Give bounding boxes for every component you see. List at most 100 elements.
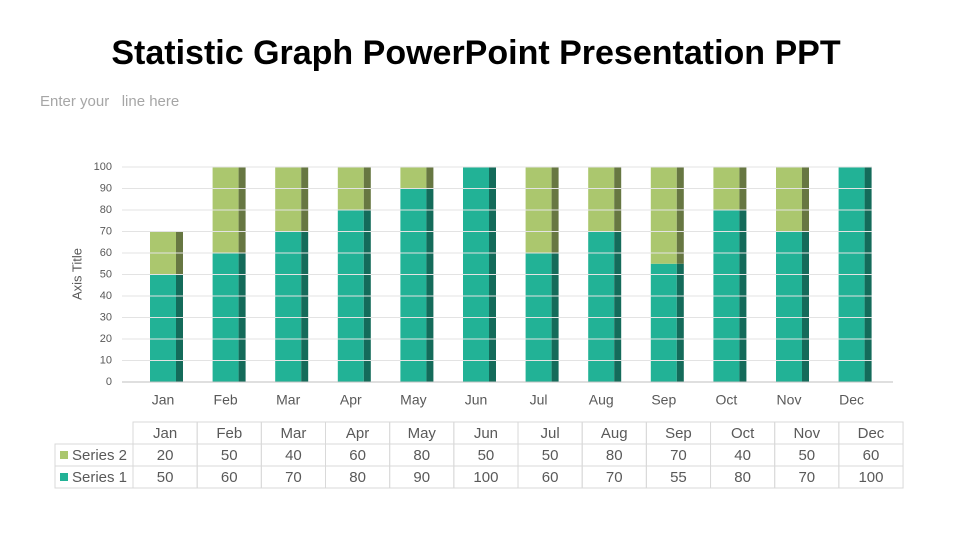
bar (776, 167, 809, 232)
table-value: 50 (157, 469, 174, 486)
table-value: 40 (734, 447, 751, 464)
legend-label: Series 1 (72, 469, 127, 486)
y-tick-label: 0 (106, 376, 112, 388)
table-value: 100 (858, 469, 883, 486)
table-value: 50 (478, 447, 495, 464)
bar-front (650, 263, 677, 382)
table-header: Feb (216, 425, 242, 442)
axis-title: Axis Title (69, 248, 84, 300)
bar-side (676, 263, 684, 382)
bar (776, 231, 809, 382)
table-value: 100 (473, 469, 498, 486)
table-header: Jul (541, 425, 560, 442)
table-value: 90 (413, 469, 430, 486)
bar-side (802, 231, 809, 382)
x-tick-label: Mar (276, 392, 300, 408)
table-value: 70 (798, 469, 815, 486)
table-header: Jan (153, 425, 177, 442)
bar-side (865, 38, 872, 167)
y-tick-label: 100 (94, 161, 112, 173)
x-tick-label: Feb (214, 392, 238, 408)
table-cell (838, 465, 904, 489)
table-value: 50 (798, 447, 815, 464)
table-header: Nov (793, 425, 820, 442)
bar-side (614, 231, 622, 382)
table-value: 60 (349, 447, 366, 464)
bar-front (275, 231, 302, 382)
table-header: Aug (601, 425, 628, 442)
x-tick-label: Aug (589, 392, 614, 408)
table-value: 80 (349, 469, 366, 486)
table-value: 80 (734, 469, 751, 486)
bar-side (426, 188, 434, 382)
table-value: 60 (542, 469, 559, 486)
bar-front (776, 167, 802, 232)
bar-front (463, 60, 489, 168)
table-value: 50 (221, 447, 238, 464)
bar-front (776, 231, 802, 382)
y-tick-label: 10 (100, 354, 112, 366)
bar-front (588, 167, 615, 232)
bar (525, 167, 559, 253)
table-value: 20 (157, 447, 174, 464)
y-tick-label: 40 (100, 290, 112, 302)
bar (588, 167, 622, 232)
table-value: 70 (670, 447, 687, 464)
bar (839, 38, 872, 167)
subtitle: Enter your line here (40, 93, 179, 110)
x-tick-label: May (400, 392, 426, 408)
bar (150, 274, 183, 382)
bar-side (301, 231, 309, 382)
table-header: May (408, 425, 437, 442)
x-tick-label: Jun (465, 392, 488, 408)
bar-side (426, 167, 434, 189)
bar-side (176, 274, 183, 382)
bar-front (650, 167, 677, 264)
y-tick-label: 30 (100, 311, 112, 323)
chart-title: Statistic Graph PowerPoint Presentation … (111, 34, 840, 72)
bar (275, 231, 309, 382)
table-header: Mar (281, 425, 307, 442)
table-value: 50 (542, 447, 559, 464)
x-tick-label: Sep (651, 392, 676, 408)
x-tick-label: Apr (340, 392, 362, 408)
bar-side (301, 167, 309, 232)
bar (275, 167, 309, 232)
x-tick-label: Nov (777, 392, 802, 408)
bar-side (614, 167, 622, 232)
table-value: 55 (670, 469, 687, 486)
bar-front (275, 167, 302, 232)
x-tick-label: Jul (530, 392, 548, 408)
table-value: 80 (413, 447, 430, 464)
bar (400, 167, 434, 189)
table-value: 40 (285, 447, 302, 464)
y-tick-label: 70 (100, 225, 112, 237)
bar (212, 167, 246, 253)
x-tick-label: Oct (716, 392, 738, 408)
bar-front (337, 167, 364, 210)
table-header: Oct (731, 425, 755, 442)
bar-front (400, 188, 427, 382)
table-header: Dec (858, 425, 885, 442)
bar-side (489, 60, 496, 168)
bar-side (551, 167, 559, 253)
table-value: 80 (606, 447, 623, 464)
bar (337, 167, 371, 210)
table-value: 60 (221, 469, 238, 486)
table-header: Apr (346, 425, 369, 442)
bar-front (150, 274, 176, 382)
y-tick-label: 90 (100, 182, 112, 194)
table-value: 70 (285, 469, 302, 486)
x-tick-label: Dec (839, 392, 864, 408)
bar-front (212, 167, 239, 253)
legend-swatch (60, 451, 68, 459)
bar-front (400, 167, 427, 189)
legend-swatch (60, 473, 68, 481)
bar (463, 60, 496, 168)
bar (650, 167, 684, 264)
bar-front (525, 167, 552, 253)
table-header: Sep (665, 425, 692, 442)
bar (588, 231, 622, 382)
bar-side (238, 167, 246, 253)
legend-label: Series 2 (72, 447, 127, 464)
